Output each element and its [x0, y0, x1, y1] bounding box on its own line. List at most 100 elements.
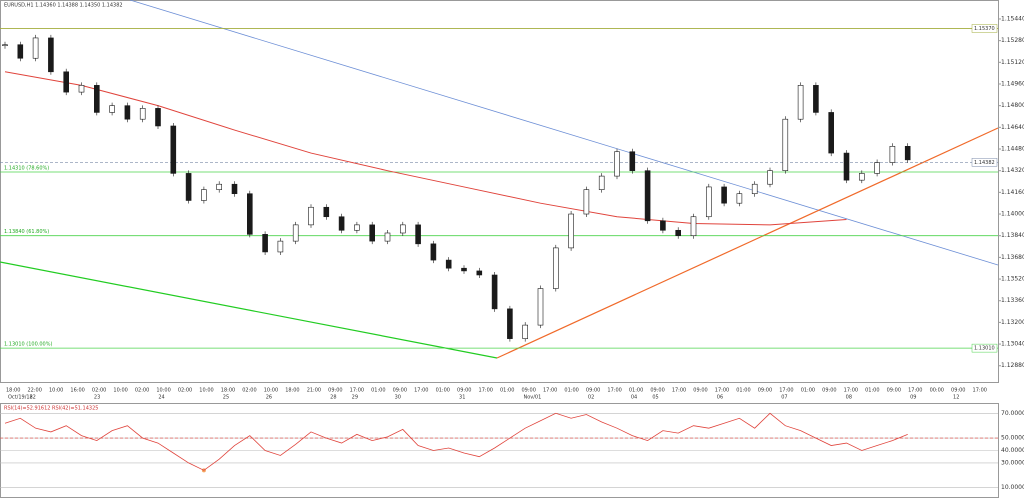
x-tick-label: 10:00: [264, 388, 278, 394]
date-label: 22: [29, 395, 35, 401]
date-label: 09: [910, 395, 916, 401]
date-label: 25: [223, 395, 229, 401]
date-label: 07: [781, 395, 787, 401]
trend-line: [496, 127, 999, 359]
x-tick-label: 01:00: [801, 388, 815, 394]
candle-body: [399, 224, 406, 234]
y-tick-label: 40.00000: [1001, 447, 1024, 454]
x-tick-label: 01:00: [629, 388, 643, 394]
y-tick-label: 1.15120: [1001, 59, 1024, 66]
x-tick-label: 09:00: [887, 388, 901, 394]
date-label: 23: [94, 395, 100, 401]
candle-body: [858, 173, 865, 181]
y-tick-label: 1.13360: [1001, 297, 1024, 304]
y-tick-label: 1.13680: [1001, 254, 1024, 261]
candle-body: [277, 240, 284, 253]
candle-body: [292, 224, 299, 242]
main-frame: [0, 0, 999, 383]
y-tick-label: 1.14320: [1001, 167, 1024, 174]
date-label: 12: [953, 395, 959, 401]
candle-body: [445, 259, 452, 269]
x-tick-label: 01:00: [736, 388, 750, 394]
candle-body: [736, 193, 743, 204]
x-tick-label: 01:00: [371, 388, 385, 394]
level-label: 1.13840 (61.80%): [4, 229, 49, 235]
date-label: 30: [395, 395, 401, 401]
candle-body: [94, 85, 100, 113]
x-tick-label: 10:00: [49, 388, 63, 394]
candle-body: [705, 186, 712, 218]
x-tick-label: 18:00: [221, 388, 235, 394]
candle-body: [767, 170, 773, 185]
x-tick-label: 21:00: [307, 388, 321, 394]
candle-body: [155, 108, 161, 127]
candle-body: [430, 243, 437, 261]
candle-body: [109, 105, 115, 113]
candle-body: [843, 152, 850, 181]
date-label: 24: [158, 395, 164, 401]
x-tick-label: 10:00: [156, 388, 170, 394]
candle-body: [247, 193, 253, 235]
x-tick-label: 17:00: [350, 388, 364, 394]
x-tick-label: 18:00: [285, 388, 299, 394]
price-tag-label: 1.15370: [974, 26, 995, 32]
y-tick-label: 50.00000: [1001, 435, 1024, 442]
x-tick-label: 17:00: [973, 388, 987, 394]
candle-body: [614, 151, 620, 177]
x-tick-label: 17:00: [607, 388, 621, 394]
candle-body: [369, 224, 376, 242]
candle-body: [797, 85, 804, 120]
y-tick-label: 10.00000: [1001, 484, 1024, 491]
y-tick-label: 1.14800: [1001, 102, 1024, 109]
candle-body: [323, 206, 330, 218]
date-label: 29: [352, 395, 358, 401]
candle-body: [675, 229, 682, 237]
candle-body: [185, 173, 192, 201]
x-tick-label: 17:00: [715, 388, 729, 394]
x-tick-label: 17:00: [844, 388, 858, 394]
date-label: 28: [330, 395, 336, 401]
candle-body: [721, 186, 727, 204]
level-label: 1.14310 (78.60%): [4, 166, 49, 172]
price-tag: [971, 343, 998, 353]
y-tick-label: 1.14960: [1001, 80, 1024, 87]
date-label: 06: [717, 395, 723, 401]
date-label: 08: [846, 395, 852, 401]
candle-body: [48, 37, 54, 73]
date-label: Oct/19/18: [8, 395, 33, 401]
candle-body: [583, 189, 590, 215]
candle-body: [124, 105, 131, 120]
x-tick-label: 00:00: [930, 388, 944, 394]
candle-body: [782, 118, 789, 171]
date-label: Nov/01: [523, 395, 541, 401]
candle-body: [598, 175, 605, 190]
x-tick-label: 17:00: [414, 388, 428, 394]
candle-body: [491, 274, 498, 310]
candle-body: [216, 183, 222, 190]
candle-body: [461, 267, 467, 272]
candle-body: [262, 234, 268, 253]
x-tick-label: 17:00: [908, 388, 922, 394]
date-label: 05: [652, 395, 658, 401]
candle-body: [17, 44, 24, 59]
x-tick-label: 18:00: [6, 388, 20, 394]
candle-body: [751, 183, 758, 195]
header: EURUSD,H1 1.14360 1.14388 1.14350 1.1438…: [4, 3, 123, 9]
y-tick-label: 1.13200: [1001, 319, 1024, 326]
trend-line: [0, 261, 498, 359]
candle-body: [170, 125, 177, 174]
candle-body: [889, 145, 896, 163]
x-tick-label: 09:00: [951, 388, 965, 394]
y-tick-label: 1.15440: [1001, 15, 1024, 22]
date-label: 26: [266, 395, 272, 401]
x-tick-label: 17:00: [672, 388, 686, 394]
candle-body: [644, 170, 651, 222]
candle-body: [507, 308, 513, 339]
x-tick-label: 09:00: [758, 388, 772, 394]
candle-body: [537, 288, 544, 326]
x-tick-label: 09:00: [586, 388, 600, 394]
rsi-title: RSI(14)=52.91612 RSI(42)=51.14325: [4, 406, 98, 412]
x-tick-label: 16:00: [70, 388, 84, 394]
candle-body: [308, 206, 314, 226]
price-tag: [971, 158, 998, 167]
